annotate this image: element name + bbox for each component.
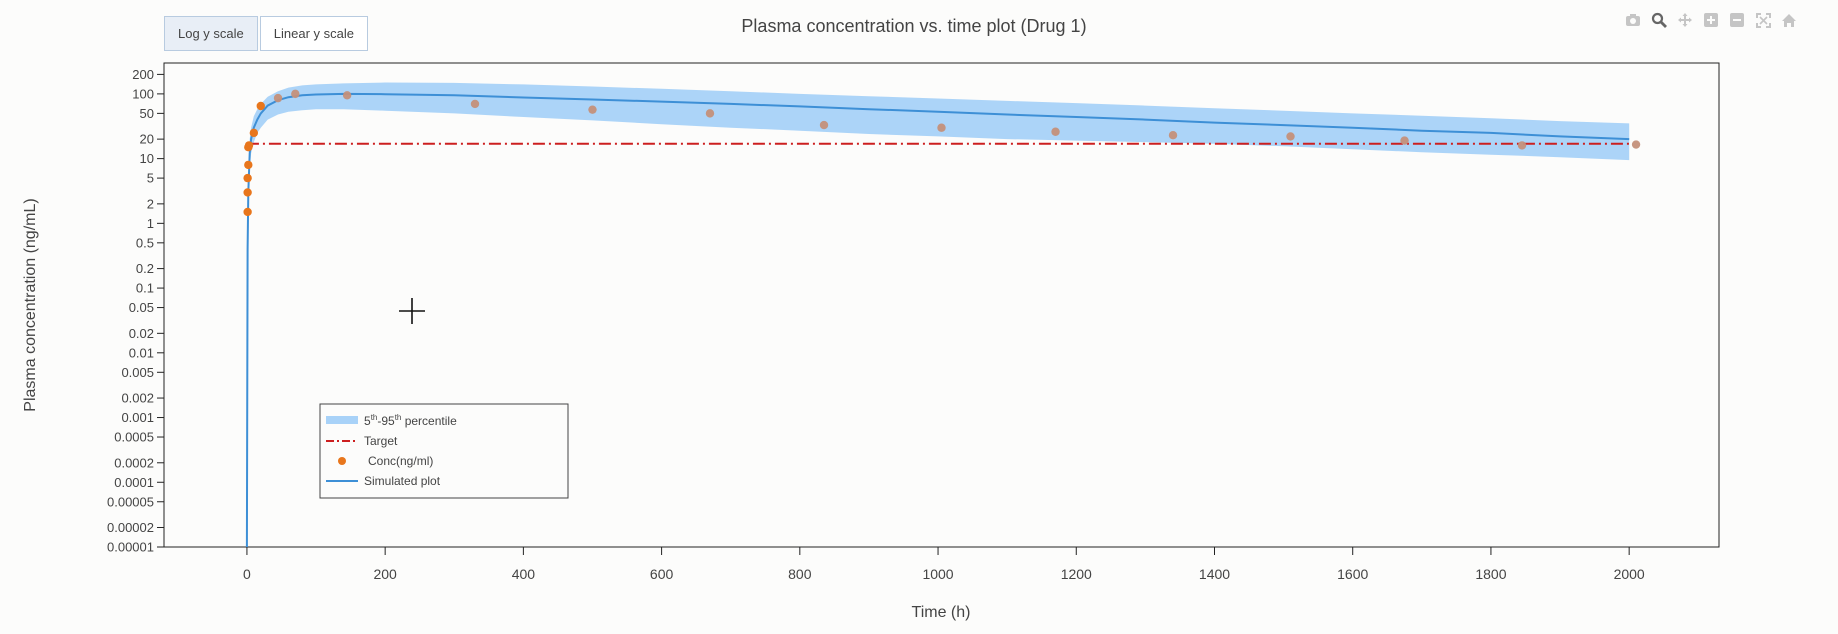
chart-title: Plasma concentration vs. time plot (Drug… xyxy=(741,16,1086,36)
y-tick-label: 0.005 xyxy=(121,365,154,380)
x-tick-label: 1800 xyxy=(1475,566,1506,582)
x-tick-label: 400 xyxy=(512,566,536,582)
y-tick-label: 200 xyxy=(132,67,154,82)
plot-modebar xyxy=(1620,8,1802,32)
data-point xyxy=(588,105,597,114)
legend-target-label: Target xyxy=(364,434,398,448)
legend-band-swatch xyxy=(326,416,358,424)
x-tick-label: 800 xyxy=(788,566,812,582)
legend-line-label: Simulated plot xyxy=(364,474,441,488)
data-point xyxy=(819,120,829,130)
data-point xyxy=(273,93,283,103)
y-tick-label: 20 xyxy=(140,132,154,147)
y-tick-label: 2 xyxy=(147,196,154,211)
band-layer xyxy=(248,82,1630,212)
y-tick-label: 0.05 xyxy=(129,300,154,315)
data-point xyxy=(243,207,252,217)
data-point xyxy=(705,109,715,118)
simulated-line xyxy=(245,92,1630,548)
data-point xyxy=(249,128,259,138)
zoom-icon[interactable] xyxy=(1646,8,1672,32)
data-point xyxy=(244,160,253,170)
legend-box xyxy=(319,403,569,499)
x-tick-label: 200 xyxy=(373,566,397,582)
data-point xyxy=(291,89,300,99)
y-tick-label: 10 xyxy=(140,151,154,166)
x-axis-title: Time (h) xyxy=(912,604,971,621)
x-tick-label: 1000 xyxy=(922,566,953,582)
data-point xyxy=(1400,136,1409,145)
data-point xyxy=(244,141,254,150)
data-point xyxy=(1631,140,1641,149)
y-tick-label: 0.0005 xyxy=(114,430,154,445)
data-point xyxy=(1286,132,1295,141)
legend-band-label: 5th-95th percentile xyxy=(364,413,457,428)
legend-item-points[interactable]: Conc(ng/ml) xyxy=(338,454,433,468)
y-tick-label: 0.02 xyxy=(129,326,154,341)
legend-item-target[interactable]: Target xyxy=(326,434,398,448)
legend: 5th-95th percentile Target Conc(ng/ml) S… xyxy=(319,403,569,499)
x-tick-label: 1400 xyxy=(1199,566,1230,582)
data-point xyxy=(342,91,352,100)
y-tick-label: 0.001 xyxy=(121,410,154,425)
y-tick-label: 0.0001 xyxy=(114,475,154,490)
x-tick-label: 2000 xyxy=(1614,566,1645,582)
y-tick-label: 0.00001 xyxy=(107,540,154,555)
y-tick-label: 0.00005 xyxy=(107,494,154,509)
linear-scale-button[interactable]: Linear y scale xyxy=(259,16,368,51)
pan-icon[interactable] xyxy=(1672,8,1698,32)
y-tick-label: 0.00002 xyxy=(107,520,154,535)
data-point xyxy=(256,101,265,111)
data-point xyxy=(1517,141,1527,150)
y-tick-label: 0.5 xyxy=(136,235,154,250)
y-tick-label: 1 xyxy=(147,216,154,231)
reset-axes-icon[interactable] xyxy=(1776,8,1802,32)
scale-buttons: Log y scale Linear y scale xyxy=(164,16,370,51)
crosshair-cursor xyxy=(399,298,425,324)
data-point xyxy=(1051,127,1060,136)
percentile-band xyxy=(248,82,1630,212)
x-tick-label: 1200 xyxy=(1061,566,1092,582)
y-tick-label: 5 xyxy=(147,171,154,186)
x-axis: 0 200 400 600 800 1000 1200 1400 1600 1800 2000 xyxy=(243,547,1645,582)
x-tick-label: 0 xyxy=(243,566,251,582)
data-point xyxy=(243,188,252,197)
y-tick-label: 0.002 xyxy=(121,391,154,406)
y-axis-title: Plasma concentration (ng/mL) xyxy=(22,198,39,411)
legend-item-band[interactable]: 5th-95th percentile xyxy=(326,413,457,428)
autoscale-icon[interactable] xyxy=(1750,8,1776,32)
zoom-out-icon[interactable] xyxy=(1724,8,1750,32)
data-point xyxy=(937,123,946,132)
x-tick-label: 600 xyxy=(650,566,674,582)
points-layer xyxy=(243,89,1641,217)
data-point xyxy=(243,173,252,183)
legend-points-swatch xyxy=(338,457,346,465)
x-tick-label: 1600 xyxy=(1337,566,1368,582)
zoom-in-icon[interactable] xyxy=(1698,8,1724,32)
y-tick-label: 0.1 xyxy=(136,281,154,296)
data-point xyxy=(470,99,480,109)
line-layer xyxy=(245,92,1630,548)
y-tick-label: 50 xyxy=(140,106,154,121)
log-scale-button[interactable]: Log y scale xyxy=(164,16,258,51)
y-tick-label: 0.0002 xyxy=(114,455,154,470)
y-axis: 200 100 50 20 10 5 2 1 0.5 0.2 0.1 0.05 0.02 0.01 0.00… xyxy=(107,67,164,555)
legend-points-label: Conc(ng/ml) xyxy=(368,454,433,468)
y-tick-label: 100 xyxy=(132,86,154,101)
data-point xyxy=(1168,131,1178,140)
y-tick-label: 0.01 xyxy=(129,345,154,360)
legend-item-line[interactable]: Simulated plot xyxy=(326,474,441,488)
y-tick-label: 0.2 xyxy=(136,261,154,276)
camera-icon[interactable] xyxy=(1620,8,1646,32)
